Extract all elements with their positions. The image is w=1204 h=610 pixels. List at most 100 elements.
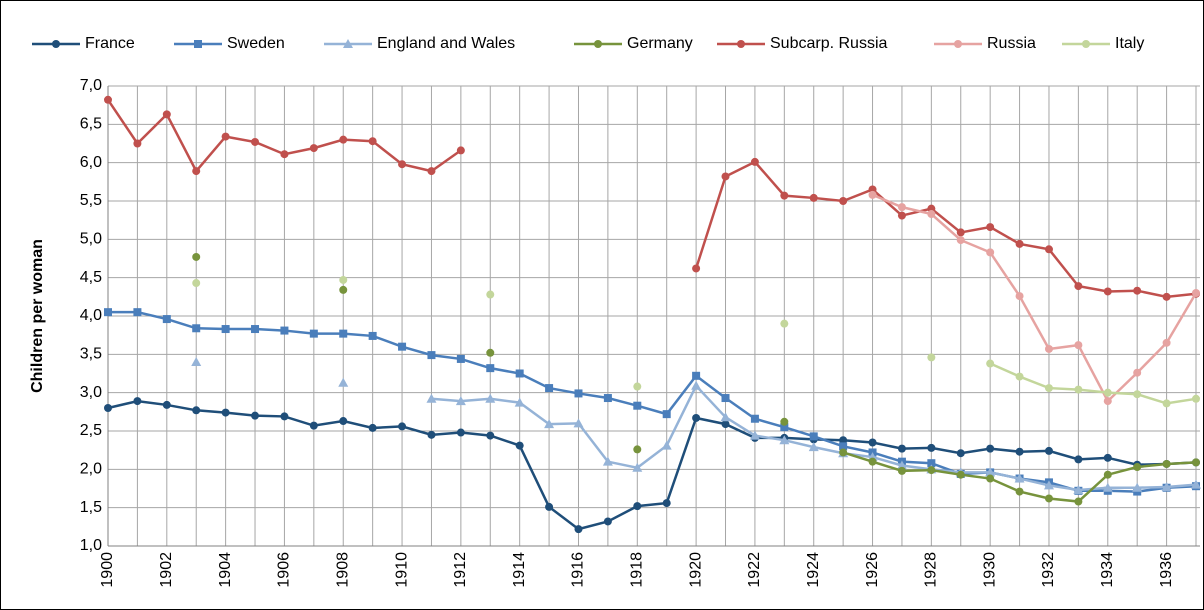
marker [808, 442, 819, 452]
marker [456, 354, 465, 363]
marker [427, 351, 436, 360]
marker [162, 400, 171, 409]
marker [603, 517, 612, 526]
marker [1133, 463, 1142, 472]
y-tick-label: 2,0 [80, 461, 102, 478]
marker [574, 525, 583, 534]
legend-label: Sweden [227, 35, 285, 52]
marker [602, 456, 613, 466]
marker [133, 397, 142, 406]
marker [1074, 497, 1083, 506]
marker [1043, 480, 1054, 490]
marker [662, 499, 671, 508]
marker [868, 438, 877, 447]
marker [251, 325, 260, 334]
series-line [989, 362, 1197, 405]
marker [574, 389, 583, 398]
marker [662, 410, 671, 419]
marker [956, 470, 965, 479]
x-tick-label: 1904 [217, 552, 234, 588]
marker [780, 417, 789, 426]
marker [632, 462, 643, 472]
marker [427, 167, 436, 176]
marker [456, 428, 465, 437]
marker [221, 132, 230, 141]
y-tick-label: 4,0 [80, 307, 102, 324]
y-tick-label: 6,5 [80, 116, 102, 133]
marker [809, 193, 818, 202]
marker [1162, 459, 1171, 468]
x-tick-label: 1906 [276, 552, 293, 588]
marker [545, 502, 554, 511]
marker [956, 449, 965, 458]
marker [721, 394, 730, 403]
legend-label: Russia [987, 35, 1036, 52]
marker [633, 445, 642, 454]
x-tick-label: 1924 [805, 552, 822, 588]
marker [1192, 458, 1200, 467]
marker [309, 144, 318, 153]
marker [339, 417, 348, 426]
marker [896, 460, 907, 470]
x-tick-label: 1934 [1099, 552, 1116, 588]
marker [1191, 479, 1201, 489]
marker [192, 279, 201, 288]
marker [868, 190, 877, 199]
marker [1103, 287, 1112, 296]
marker [1074, 455, 1083, 464]
marker [398, 160, 407, 169]
marker [280, 150, 289, 159]
y-tick-label: 5,5 [80, 192, 102, 209]
marker [986, 359, 995, 368]
marker [309, 421, 318, 430]
y-tick-label: 6,0 [80, 154, 102, 171]
marker [1044, 446, 1053, 455]
marker [339, 135, 348, 144]
marker [280, 326, 289, 335]
marker [661, 440, 672, 450]
marker [633, 401, 642, 410]
marker [633, 382, 642, 391]
marker [486, 290, 495, 299]
marker [720, 412, 731, 422]
marker [1074, 282, 1083, 291]
marker [603, 394, 612, 403]
marker [398, 422, 407, 431]
marker [1162, 338, 1171, 347]
x-tick-label: 1932 [1040, 552, 1057, 588]
marker [1103, 470, 1112, 479]
marker [956, 228, 965, 237]
marker [1103, 388, 1112, 397]
legend-label: England and Wales [377, 35, 515, 52]
marker [1044, 344, 1053, 353]
x-tick-label: 1908 [334, 552, 351, 588]
marker [1014, 473, 1025, 483]
marker [1044, 245, 1053, 254]
marker [162, 315, 171, 324]
y-tick-label: 3,0 [80, 384, 102, 401]
marker [749, 430, 760, 440]
x-tick-label: 1912 [452, 552, 469, 588]
marker [1082, 40, 1090, 48]
marker [192, 167, 201, 176]
marker [280, 412, 289, 421]
marker [927, 459, 936, 468]
marker [839, 436, 848, 445]
marker [343, 39, 353, 48]
marker [1015, 487, 1024, 496]
x-tick-label: 1920 [687, 552, 704, 588]
legend-label: France [85, 35, 135, 52]
x-tick-label: 1910 [393, 552, 410, 588]
marker [780, 423, 789, 432]
marker [251, 411, 260, 420]
marker [514, 397, 525, 407]
marker [927, 443, 936, 452]
marker [1102, 482, 1113, 492]
marker [1161, 481, 1172, 491]
x-tick-label: 1902 [158, 552, 175, 588]
marker [1015, 447, 1024, 456]
x-tick-label: 1916 [570, 552, 587, 588]
marker [750, 414, 759, 423]
